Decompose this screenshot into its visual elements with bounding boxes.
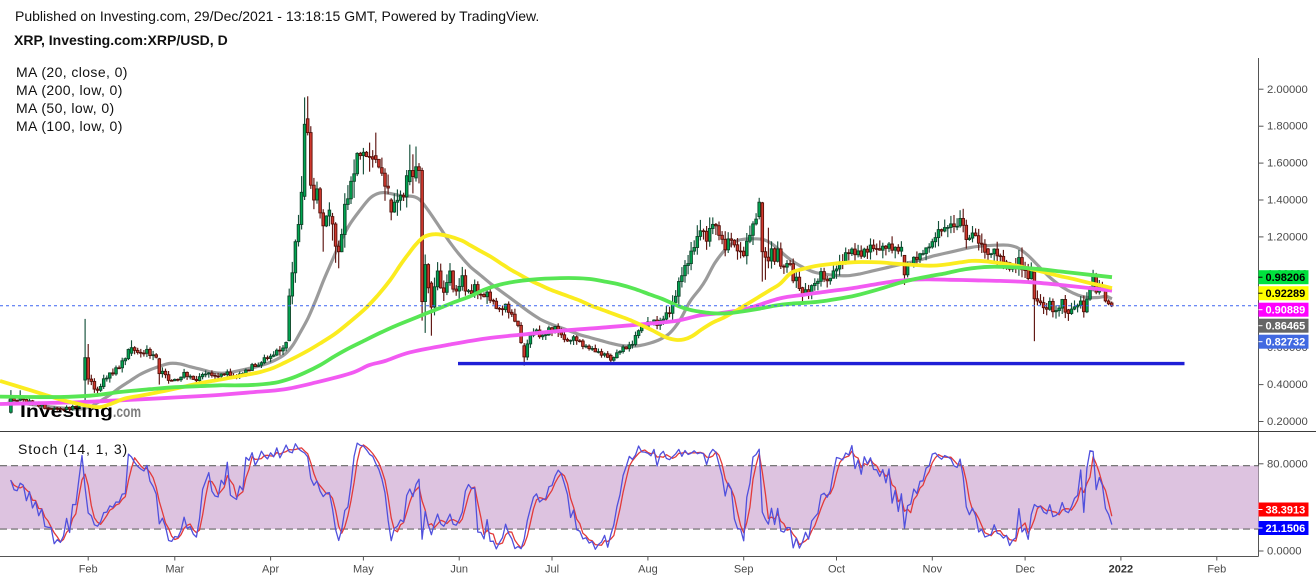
svg-text:XRP, Investing.com:XRP/USD, D: XRP, Investing.com:XRP/USD, D xyxy=(14,32,228,48)
svg-text:Apr: Apr xyxy=(262,564,279,576)
svg-text:0.90889: 0.90889 xyxy=(1266,305,1306,317)
svg-text:Mar: Mar xyxy=(165,564,184,576)
svg-text:MA (20, close, 0): MA (20, close, 0) xyxy=(16,64,128,80)
svg-text:1.80000: 1.80000 xyxy=(1267,121,1308,133)
svg-text:Sep: Sep xyxy=(734,564,754,576)
svg-text:Published on Investing.com, 29: Published on Investing.com, 29/Dec/2021 … xyxy=(15,8,539,24)
svg-text:Jun: Jun xyxy=(450,564,468,576)
svg-text:0.82732: 0.82732 xyxy=(1266,337,1306,349)
svg-text:21.1506: 21.1506 xyxy=(1266,523,1306,535)
svg-text:Feb: Feb xyxy=(1207,564,1226,576)
svg-text:2.00000: 2.00000 xyxy=(1267,84,1308,96)
svg-text:1.40000: 1.40000 xyxy=(1267,195,1308,207)
svg-text:MA (50, low, 0): MA (50, low, 0) xyxy=(16,100,115,116)
svg-text:0.98206: 0.98206 xyxy=(1266,272,1306,284)
svg-text:0.40000: 0.40000 xyxy=(1267,379,1308,391)
svg-text:0.92289: 0.92289 xyxy=(1266,288,1306,300)
svg-text:80.0000: 80.0000 xyxy=(1267,458,1308,470)
svg-text:MA (200, low, 0): MA (200, low, 0) xyxy=(16,82,123,98)
svg-text:0.86465: 0.86465 xyxy=(1266,321,1306,333)
svg-text:May: May xyxy=(353,564,374,576)
svg-text:Jul: Jul xyxy=(545,564,559,576)
svg-text:1.20000: 1.20000 xyxy=(1267,231,1308,243)
svg-text:Aug: Aug xyxy=(638,564,658,576)
svg-text:Feb: Feb xyxy=(79,564,98,576)
svg-text:1.60000: 1.60000 xyxy=(1267,158,1308,170)
svg-text:MA (100, low, 0): MA (100, low, 0) xyxy=(16,118,123,134)
svg-text:2022: 2022 xyxy=(1109,564,1133,576)
svg-text:38.3913: 38.3913 xyxy=(1266,505,1306,517)
svg-text:Oct: Oct xyxy=(828,564,845,576)
svg-text:Nov: Nov xyxy=(923,564,943,576)
svg-text:Stoch (14, 1, 3): Stoch (14, 1, 3) xyxy=(18,441,128,457)
svg-text:0.0000: 0.0000 xyxy=(1267,546,1302,558)
svg-text:0.20000: 0.20000 xyxy=(1267,416,1308,428)
svg-text:Dec: Dec xyxy=(1015,564,1035,576)
